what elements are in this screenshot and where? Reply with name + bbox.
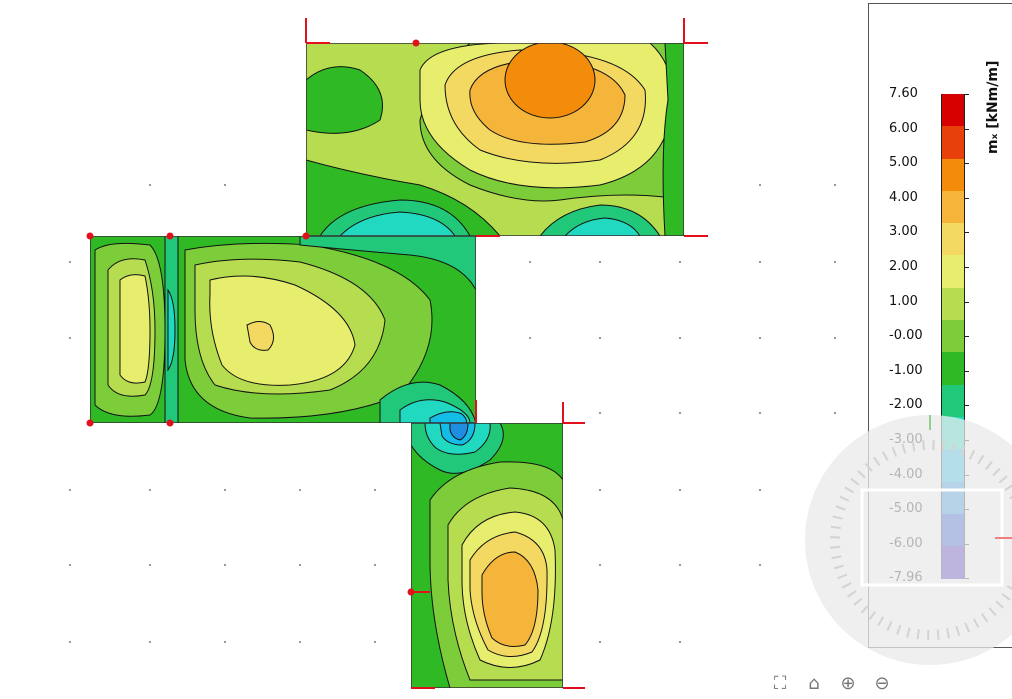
support-markers: [86, 18, 708, 689]
legend-color-swatch: [941, 158, 965, 192]
legend-color-swatch: [941, 94, 965, 127]
legend-tick: [963, 336, 969, 338]
legend-tick: [963, 128, 969, 130]
legend-level-label: 2.00: [889, 259, 918, 274]
legend-level-label: 6.00: [889, 120, 918, 136]
legend-color-swatch: [941, 223, 965, 256]
zoom-extents-icon[interactable]: ⛶: [773, 672, 787, 694]
view-toolbar: ⛶ ⌂ ⊕ ⊖: [770, 672, 1010, 695]
navigation-compass-icon[interactable]: [800, 410, 1012, 670]
legend-color-swatch: [941, 126, 965, 160]
zoom-in-icon[interactable]: ⊕: [840, 672, 856, 694]
legend-title: mₓ [kNm/m]: [985, 60, 1001, 154]
legend-level-label: -0.00: [889, 328, 923, 344]
slab-panel-top[interactable]: [306, 42, 684, 236]
legend-level-label: 1.00: [889, 293, 918, 309]
legend-tick: [963, 267, 969, 268]
legend-level-label: 4.00: [889, 189, 918, 205]
legend-color-swatch: [941, 320, 965, 353]
slab-panel-bottom[interactable]: [411, 423, 563, 688]
zoom-out-icon[interactable]: ⊖: [874, 672, 890, 694]
legend-level-label: 7.60: [889, 86, 918, 101]
contour-plot: [69, 18, 836, 689]
model-viewport[interactable]: [0, 0, 860, 695]
legend-level-label: -2.00: [889, 397, 923, 413]
legend-color-swatch: [941, 352, 965, 386]
legend-level-label: 5.00: [889, 155, 918, 171]
legend-color-swatch: [941, 255, 965, 289]
legend-tick: [963, 370, 969, 372]
legend-tick: [963, 232, 969, 234]
legend-tick: [963, 301, 969, 303]
legend-level-label: 3.00: [889, 224, 918, 240]
legend-tick: [963, 163, 969, 165]
legend-color-swatch: [941, 384, 965, 418]
legend-tick: [963, 405, 969, 407]
slab-panel-left[interactable]: [90, 236, 476, 423]
home-view-icon[interactable]: ⌂: [808, 672, 820, 694]
grid-dots: [69, 184, 836, 643]
legend-tick: [963, 94, 969, 95]
legend-level-label: -1.00: [889, 362, 923, 378]
legend-color-swatch: [941, 190, 965, 224]
legend-color-swatch: [941, 287, 965, 321]
legend-tick: [963, 197, 969, 199]
